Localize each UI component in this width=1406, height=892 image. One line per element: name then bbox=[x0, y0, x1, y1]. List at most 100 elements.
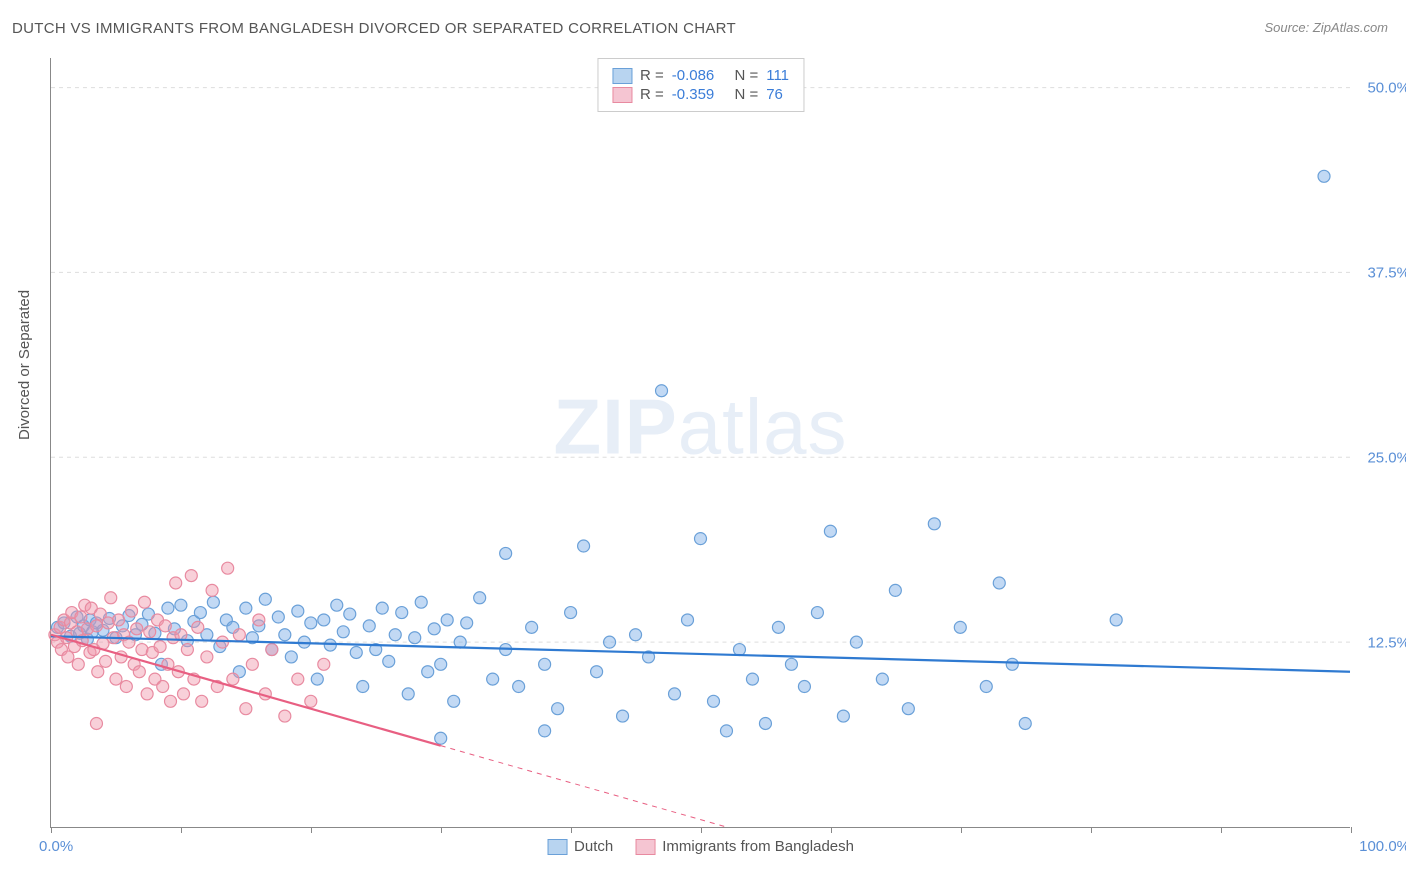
data-point-dutch bbox=[357, 681, 369, 693]
data-point-dutch bbox=[539, 658, 551, 670]
data-point-bangladesh bbox=[92, 666, 104, 678]
data-point-bangladesh bbox=[222, 562, 234, 574]
data-point-dutch bbox=[324, 639, 336, 651]
data-point-dutch bbox=[435, 732, 447, 744]
stats-row-dutch: R = -0.086 N = 111 bbox=[612, 67, 789, 84]
data-point-dutch bbox=[474, 592, 486, 604]
data-point-bangladesh bbox=[90, 620, 102, 632]
x-tick bbox=[311, 827, 312, 833]
data-point-dutch bbox=[305, 617, 317, 629]
data-point-bangladesh bbox=[185, 570, 197, 582]
data-point-dutch bbox=[824, 525, 836, 537]
regression-line-bangladesh bbox=[51, 635, 441, 746]
data-point-dutch bbox=[811, 607, 823, 619]
swatch-bangladesh bbox=[612, 87, 632, 103]
data-point-dutch bbox=[175, 599, 187, 611]
data-point-dutch bbox=[363, 620, 375, 632]
n-value-dutch: 111 bbox=[766, 67, 789, 84]
data-point-bangladesh bbox=[233, 629, 245, 641]
data-point-bangladesh bbox=[72, 658, 84, 670]
y-tick-label: 25.0% bbox=[1367, 449, 1406, 466]
n-label: N = bbox=[734, 86, 758, 103]
data-point-dutch bbox=[396, 607, 408, 619]
data-point-dutch bbox=[461, 617, 473, 629]
data-point-bangladesh bbox=[279, 710, 291, 722]
data-point-bangladesh bbox=[131, 623, 143, 635]
x-axis-min-label: 0.0% bbox=[39, 838, 73, 855]
data-point-dutch bbox=[409, 632, 421, 644]
data-point-dutch bbox=[500, 547, 512, 559]
swatch-bangladesh bbox=[635, 839, 655, 855]
data-point-dutch bbox=[240, 602, 252, 614]
data-point-dutch bbox=[850, 636, 862, 648]
data-point-dutch bbox=[928, 518, 940, 530]
data-point-dutch bbox=[876, 673, 888, 685]
x-tick bbox=[961, 827, 962, 833]
x-tick bbox=[571, 827, 572, 833]
data-point-bangladesh bbox=[113, 614, 125, 626]
data-point-bangladesh bbox=[240, 703, 252, 715]
data-point-bangladesh bbox=[100, 655, 112, 667]
data-point-bangladesh bbox=[192, 621, 204, 633]
data-point-dutch bbox=[656, 385, 668, 397]
data-point-dutch bbox=[162, 602, 174, 614]
data-point-dutch bbox=[435, 658, 447, 670]
data-point-bangladesh bbox=[110, 673, 122, 685]
data-point-dutch bbox=[1006, 658, 1018, 670]
data-point-dutch bbox=[539, 725, 551, 737]
data-point-dutch bbox=[337, 626, 349, 638]
data-point-bangladesh bbox=[292, 673, 304, 685]
x-tick bbox=[701, 827, 702, 833]
data-point-dutch bbox=[837, 710, 849, 722]
n-value-bangladesh: 76 bbox=[766, 86, 783, 103]
data-point-dutch bbox=[279, 629, 291, 641]
r-value-dutch: -0.086 bbox=[672, 67, 715, 84]
data-point-dutch bbox=[1019, 717, 1031, 729]
data-point-bangladesh bbox=[144, 626, 156, 638]
data-point-dutch bbox=[513, 681, 525, 693]
data-point-dutch bbox=[902, 703, 914, 715]
data-point-dutch bbox=[448, 695, 460, 707]
y-tick-label: 37.5% bbox=[1367, 264, 1406, 281]
plot-area: ZIPatlas R = -0.086 N = 111 R = -0.359 N… bbox=[50, 58, 1350, 828]
data-point-dutch bbox=[376, 602, 388, 614]
x-tick bbox=[831, 827, 832, 833]
data-point-bangladesh bbox=[206, 584, 218, 596]
data-point-dutch bbox=[889, 584, 901, 596]
regression-line-dutch bbox=[51, 636, 1350, 671]
data-point-bangladesh bbox=[75, 611, 87, 623]
chart-title: DUTCH VS IMMIGRANTS FROM BANGLADESH DIVO… bbox=[12, 20, 736, 37]
data-point-dutch bbox=[311, 673, 323, 685]
data-point-bangladesh bbox=[141, 688, 153, 700]
data-point-dutch bbox=[441, 614, 453, 626]
data-point-dutch bbox=[402, 688, 414, 700]
data-point-bangladesh bbox=[154, 641, 166, 653]
data-point-dutch bbox=[980, 681, 992, 693]
data-point-bangladesh bbox=[126, 605, 138, 617]
data-point-bangladesh bbox=[165, 695, 177, 707]
x-axis-max-label: 100.0% bbox=[1359, 838, 1406, 855]
data-point-dutch bbox=[415, 596, 427, 608]
data-point-bangladesh bbox=[181, 644, 193, 656]
data-point-dutch bbox=[785, 658, 797, 670]
data-point-dutch bbox=[578, 540, 590, 552]
bottom-legend: Dutch Immigrants from Bangladesh bbox=[547, 838, 854, 855]
data-point-dutch bbox=[993, 577, 1005, 589]
chart-svg bbox=[51, 58, 1350, 827]
data-point-dutch bbox=[798, 681, 810, 693]
data-point-dutch bbox=[344, 608, 356, 620]
swatch-dutch bbox=[612, 68, 632, 84]
data-point-dutch bbox=[746, 673, 758, 685]
data-point-dutch bbox=[604, 636, 616, 648]
data-point-dutch bbox=[552, 703, 564, 715]
data-point-dutch bbox=[720, 725, 732, 737]
data-point-bangladesh bbox=[318, 658, 330, 670]
data-point-bangladesh bbox=[159, 620, 171, 632]
data-point-dutch bbox=[292, 605, 304, 617]
data-point-dutch bbox=[759, 717, 771, 729]
data-point-dutch bbox=[695, 533, 707, 545]
y-axis-label: Divorced or Separated bbox=[16, 290, 33, 440]
r-value-bangladesh: -0.359 bbox=[672, 86, 715, 103]
data-point-bangladesh bbox=[305, 695, 317, 707]
stats-row-bangladesh: R = -0.359 N = 76 bbox=[612, 86, 789, 103]
